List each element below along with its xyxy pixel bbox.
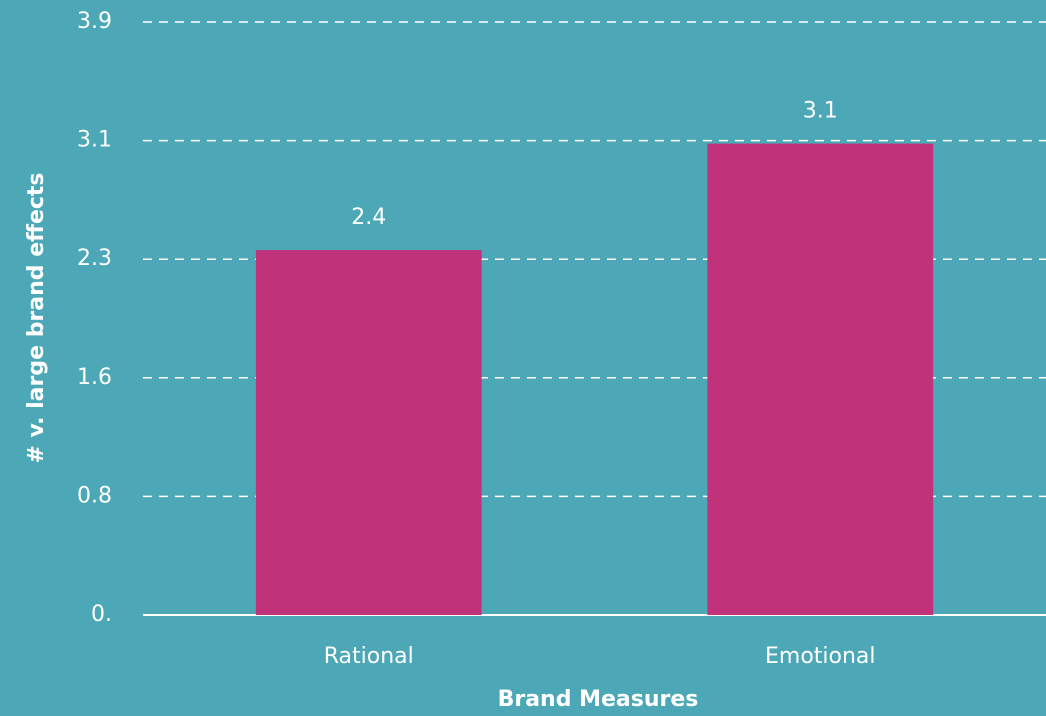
y-tick-label: 1.6 xyxy=(77,365,112,390)
x-axis-label: Brand Measures xyxy=(498,687,699,712)
y-tick-label: 0.8 xyxy=(77,483,112,508)
x-tick-label: Emotional xyxy=(765,644,876,669)
value-label: 3.1 xyxy=(803,99,838,124)
y-tick-label: 3.1 xyxy=(77,128,112,153)
bar xyxy=(255,250,482,616)
value-label: 2.4 xyxy=(351,205,386,230)
bar xyxy=(707,143,934,615)
y-tick-label: 2.3 xyxy=(77,246,112,271)
y-tick-label: 0. xyxy=(91,602,112,627)
y-tick-label: 3.9 xyxy=(77,9,112,34)
y-axis-label: # v. large brand effects xyxy=(24,172,49,463)
x-tick-label: Rational xyxy=(324,644,414,669)
